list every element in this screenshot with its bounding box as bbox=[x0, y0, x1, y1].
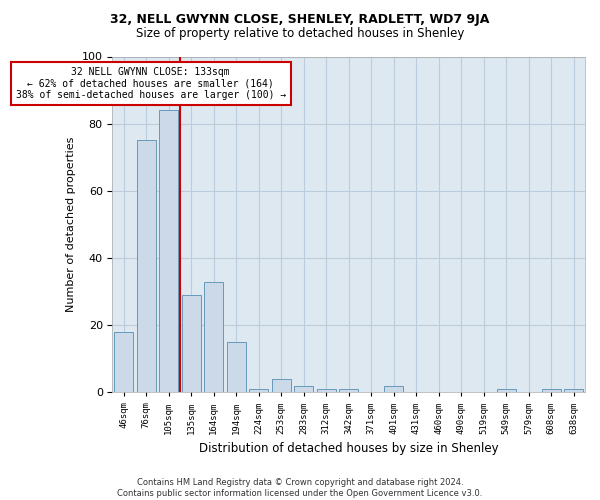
Y-axis label: Number of detached properties: Number of detached properties bbox=[66, 137, 76, 312]
Bar bbox=[497, 389, 516, 392]
Text: Contains HM Land Registry data © Crown copyright and database right 2024.
Contai: Contains HM Land Registry data © Crown c… bbox=[118, 478, 482, 498]
Bar bbox=[384, 386, 403, 392]
Bar bbox=[227, 342, 246, 392]
Bar bbox=[339, 389, 358, 392]
Bar bbox=[249, 389, 268, 392]
Bar bbox=[294, 386, 313, 392]
Text: 32, NELL GWYNN CLOSE, SHENLEY, RADLETT, WD7 9JA: 32, NELL GWYNN CLOSE, SHENLEY, RADLETT, … bbox=[110, 12, 490, 26]
Bar bbox=[564, 389, 583, 392]
Bar bbox=[317, 389, 336, 392]
Bar bbox=[182, 295, 201, 392]
Bar bbox=[114, 332, 133, 392]
Bar bbox=[159, 110, 178, 393]
Bar bbox=[204, 282, 223, 393]
X-axis label: Distribution of detached houses by size in Shenley: Distribution of detached houses by size … bbox=[199, 442, 499, 455]
Bar bbox=[272, 379, 291, 392]
Text: 32 NELL GWYNN CLOSE: 133sqm
← 62% of detached houses are smaller (164)
38% of se: 32 NELL GWYNN CLOSE: 133sqm ← 62% of det… bbox=[16, 66, 286, 100]
Bar bbox=[542, 389, 561, 392]
Text: Size of property relative to detached houses in Shenley: Size of property relative to detached ho… bbox=[136, 28, 464, 40]
Bar bbox=[137, 140, 156, 392]
